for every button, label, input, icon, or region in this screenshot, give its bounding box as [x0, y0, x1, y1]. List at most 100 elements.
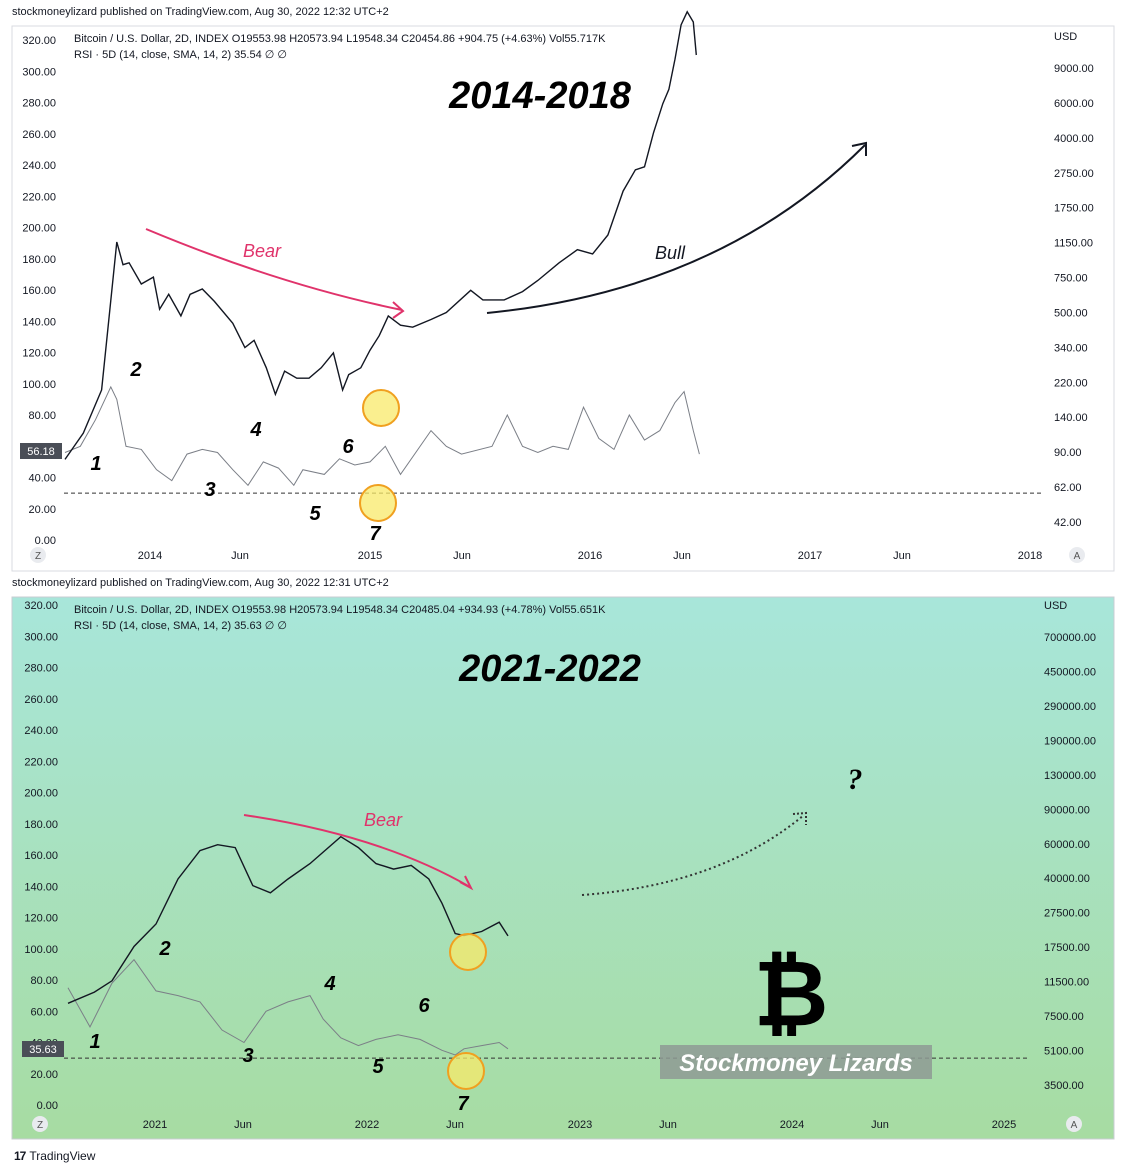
- left-axis-tick: 260.00: [22, 129, 56, 141]
- right-axis-tick: 340.00: [1054, 342, 1088, 354]
- wave-number-4: 4: [323, 973, 335, 995]
- rsi-header: RSI · 5D (14, close, SMA, 14, 2) 35.63 ∅…: [74, 620, 287, 632]
- right-axis-tick: 750.00: [1054, 273, 1088, 285]
- wave-number-2: 2: [158, 938, 170, 960]
- right-axis-tick: 130000.00: [1044, 770, 1096, 782]
- right-axis-tick: 700000.00: [1044, 632, 1096, 644]
- chart-title: 2021-2022: [458, 648, 641, 690]
- x-axis-tick: 2024: [780, 1119, 804, 1131]
- right-axis-tick: 3500.00: [1044, 1080, 1084, 1092]
- wave-number-4: 4: [249, 419, 261, 441]
- x-axis-tick: Jun: [234, 1119, 252, 1131]
- current-rsi-badge: [22, 1041, 64, 1057]
- corner-button-left: [30, 547, 46, 563]
- left-axis-tick: 140.00: [24, 881, 58, 893]
- wave-number-7: 7: [369, 523, 381, 545]
- chart-title: 2014-2018: [448, 75, 632, 117]
- tradingview-logo-icon: 17: [14, 1149, 26, 1163]
- left-axis-tick: 100.00: [22, 379, 56, 391]
- bear-label: Bear: [243, 241, 282, 261]
- corner-label-left: Z: [35, 551, 41, 562]
- right-axis-tick: 6000.00: [1054, 98, 1094, 110]
- wave-number-5: 5: [309, 503, 321, 525]
- x-axis-tick: Jun: [893, 550, 911, 562]
- left-axis-tick: 140.00: [22, 316, 56, 328]
- bear-label: Bear: [364, 810, 403, 830]
- left-axis-tick: 60.00: [30, 1006, 58, 1018]
- left-axis-tick: 260.00: [24, 694, 58, 706]
- left-axis-tick: 240.00: [22, 160, 56, 172]
- right-axis-tick: 9000.00: [1054, 63, 1094, 75]
- current-rsi-badge: [20, 443, 62, 459]
- tradingview-brand: TradingView: [29, 1149, 96, 1163]
- x-axis-tick: Jun: [673, 550, 691, 562]
- right-axis-tick: 2750.00: [1054, 168, 1094, 180]
- highlight-circle-1: [362, 389, 400, 427]
- right-axis-tick: 500.00: [1054, 307, 1088, 319]
- highlight-circle-2: [447, 1052, 485, 1090]
- left-axis-tick: 0.00: [37, 1100, 58, 1112]
- chart-2014-2018[interactable]: Bitcoin / U.S. Dollar, 2D, INDEX O19553.…: [0, 0, 1125, 575]
- left-axis-tick: 100.00: [24, 944, 58, 956]
- corner-button-right: [1069, 547, 1085, 563]
- bull-arrow: [486, 144, 866, 314]
- x-axis-tick: 2016: [578, 550, 602, 562]
- left-axis-tick: 40.00: [28, 473, 56, 485]
- right-axis-tick: 140.00: [1054, 412, 1088, 424]
- corner-label-right: A: [1071, 1120, 1078, 1131]
- current-rsi-label: 35.63: [29, 1044, 57, 1056]
- x-axis-tick: 2017: [798, 550, 822, 562]
- bear-arrow: [243, 814, 471, 888]
- left-axis-tick: 80.00: [30, 975, 58, 987]
- right-axis-tick: 450000.00: [1044, 666, 1096, 678]
- wave-number-1: 1: [90, 453, 101, 475]
- x-axis-tick: 2023: [568, 1119, 592, 1131]
- left-axis-tick: 160.00: [22, 285, 56, 297]
- right-axis-tick: 40000.00: [1044, 873, 1090, 885]
- x-axis-tick: Jun: [446, 1119, 464, 1131]
- left-axis-tick: 180.00: [24, 819, 58, 831]
- left-axis-tick: 200.00: [22, 223, 56, 235]
- ohlc-header: Bitcoin / U.S. Dollar, 2D, INDEX O19553.…: [74, 604, 606, 616]
- wave-number-6: 6: [418, 995, 430, 1017]
- wave-number-7: 7: [457, 1093, 469, 1115]
- right-axis-tick: 1750.00: [1054, 203, 1094, 215]
- x-axis-tick: 2015: [358, 550, 382, 562]
- x-axis-tick: Jun: [231, 550, 249, 562]
- right-axis-tick: 60000.00: [1044, 839, 1090, 851]
- left-axis-tick: 180.00: [22, 254, 56, 266]
- right-axis-tick: 42.00: [1054, 517, 1082, 529]
- left-axis-tick: 80.00: [28, 410, 56, 422]
- corner-button-right: [1066, 1116, 1082, 1132]
- publisher-line: stockmoneylizard published on TradingVie…: [12, 577, 389, 589]
- highlight-circle-2: [359, 484, 397, 522]
- watermark-background: [660, 1045, 932, 1079]
- x-axis-tick: 2018: [1018, 550, 1042, 562]
- left-axis-tick: 280.00: [22, 98, 56, 110]
- right-axis-tick: 90.00: [1054, 447, 1082, 459]
- ohlc-header: Bitcoin / U.S. Dollar, 2D, INDEX O19553.…: [74, 33, 606, 45]
- wave-number-5: 5: [372, 1056, 384, 1078]
- right-axis-unit: USD: [1054, 31, 1077, 43]
- x-axis-tick: Jun: [659, 1119, 677, 1131]
- left-axis-tick: 120.00: [24, 913, 58, 925]
- highlight-circle-1: [449, 933, 487, 971]
- right-axis-tick: 220.00: [1054, 377, 1088, 389]
- projection-arrowhead: [792, 811, 807, 825]
- left-axis-tick: 240.00: [24, 725, 58, 737]
- bull-arrowhead: [851, 141, 867, 156]
- question-mark: ?: [848, 763, 863, 796]
- left-axis-tick: 120.00: [22, 348, 56, 360]
- chart-2021-2022[interactable]: Bitcoin / U.S. Dollar, 2D, INDEX O19553.…: [0, 575, 1125, 1145]
- left-axis-tick: 320.00: [24, 600, 58, 612]
- left-axis-tick: 220.00: [22, 191, 56, 203]
- left-axis-tick: 0.00: [35, 535, 56, 547]
- chart-background: [11, 25, 1115, 572]
- corner-label-left: Z: [37, 1120, 43, 1131]
- wave-number-3: 3: [242, 1045, 253, 1067]
- x-axis-tick: 2022: [355, 1119, 379, 1131]
- right-axis-tick: 290000.00: [1044, 701, 1096, 713]
- chart-panel-2014-2018: stockmoneylizard published on TradingVie…: [0, 0, 1125, 575]
- right-axis-tick: 5100.00: [1044, 1046, 1084, 1058]
- chart-panel-2021-2022: stockmoneylizard published on TradingVie…: [0, 575, 1125, 1145]
